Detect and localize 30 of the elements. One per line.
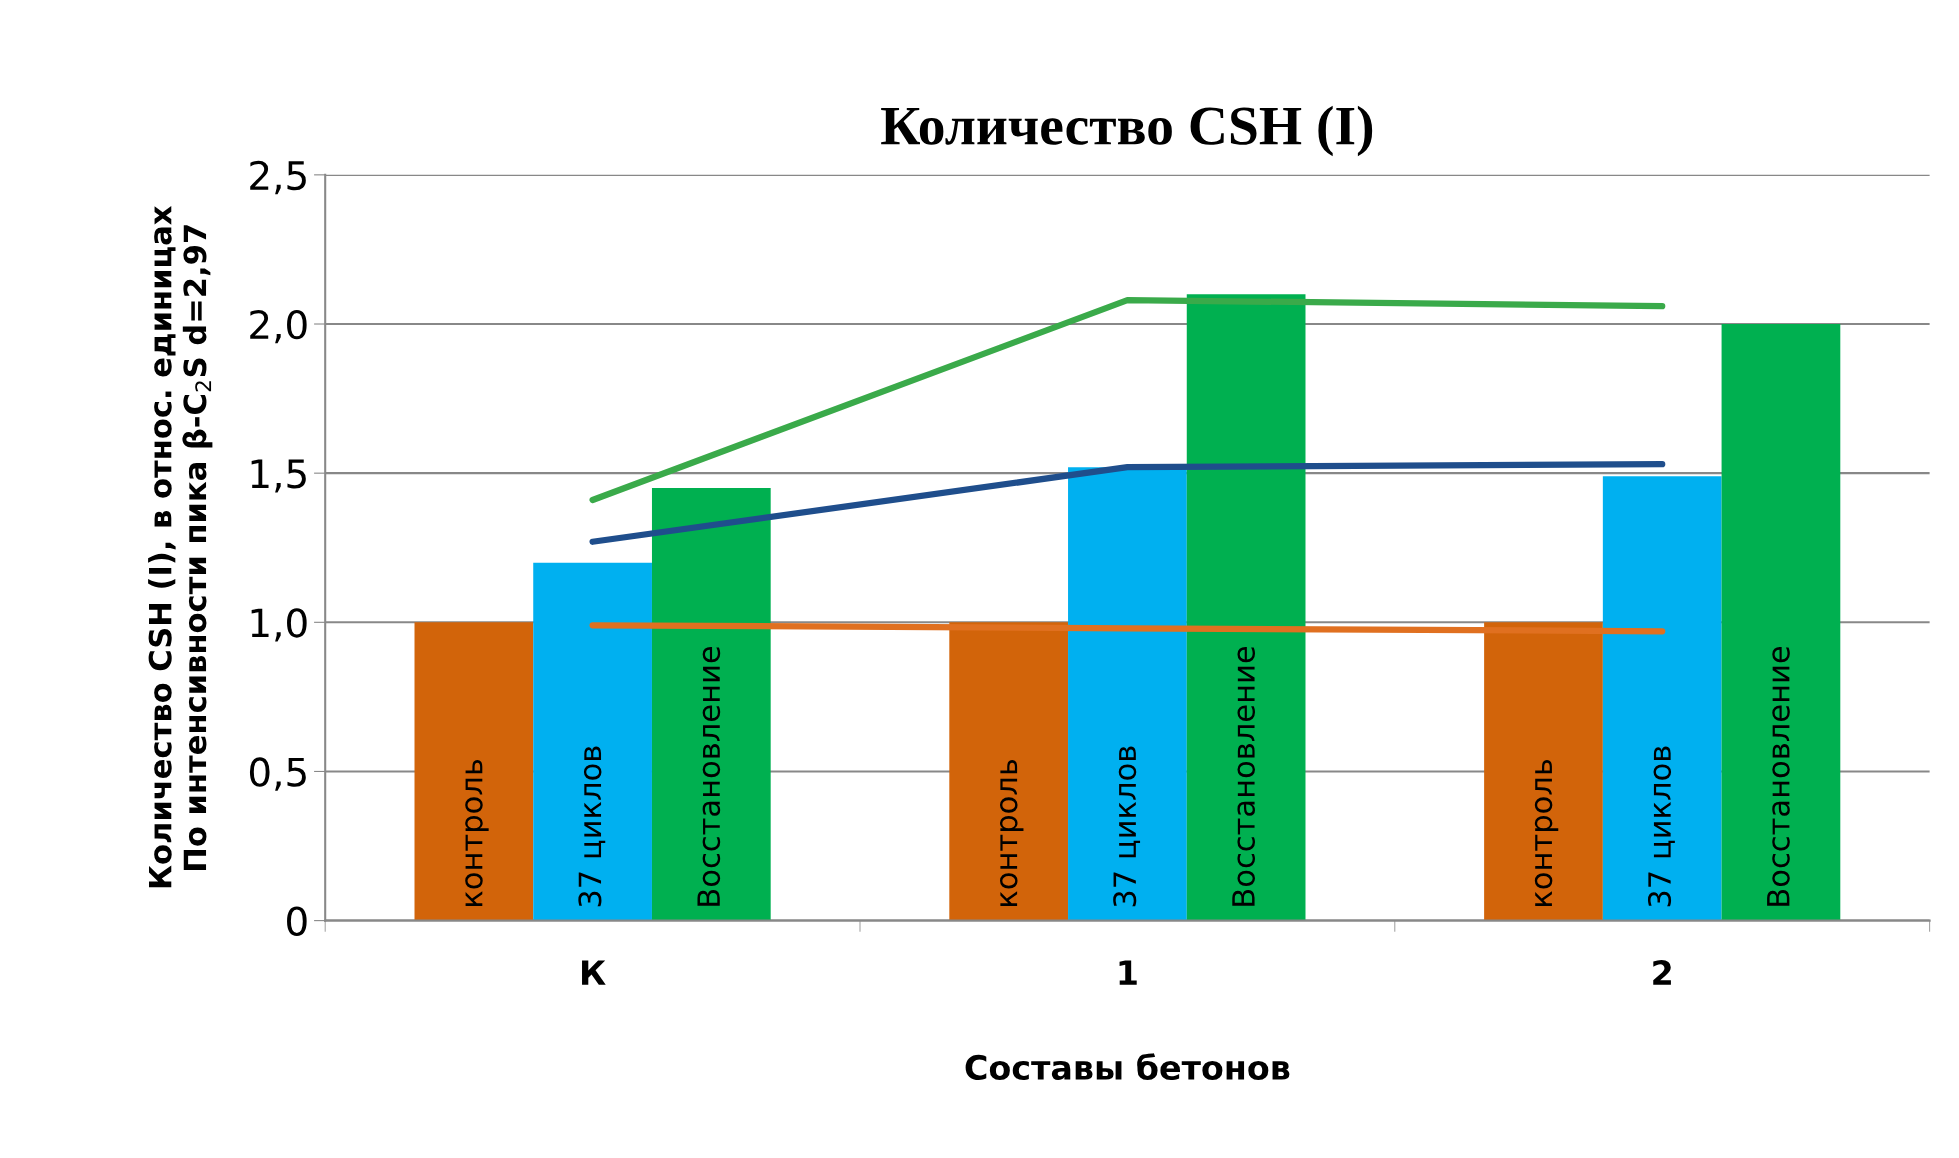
y-tick-label: 2,5: [250, 160, 306, 195]
x-tick-label: К: [582, 960, 606, 985]
x-axis-title: Составы бетонов: [965, 1053, 1290, 1081]
bar: [1602, 476, 1722, 921]
text: 37 циклов: [1647, 746, 1675, 907]
series-label: Восстановление: [697, 646, 721, 906]
bar: [414, 622, 534, 921]
text: контроль: [1000, 759, 1024, 906]
y-tick-label: 1,0: [251, 608, 307, 642]
series-label: 37 циклов: [578, 746, 606, 907]
bar: [1186, 294, 1306, 921]
y-axis-title: Количество CSH (I), в относ. единицах По интенсивности пика β-C$_{2}$S d=2,97: [148, 205, 213, 888]
series-label: контроль: [465, 759, 489, 906]
x-tick-label: 2: [1653, 960, 1671, 985]
y-tick-label: 1,5: [251, 459, 306, 493]
y-tick-label: 0: [287, 906, 307, 936]
y-tick-label: 0,5: [249, 757, 306, 791]
bar: [533, 562, 652, 921]
chart-title: Количество CSH (I): [881, 105, 1373, 157]
text: 37 циклов: [1113, 746, 1141, 907]
y-tick-label: 2,0: [250, 309, 307, 344]
text: контроль: [1534, 759, 1559, 906]
bar: [1068, 467, 1187, 921]
bar: [651, 488, 771, 921]
bar: [1484, 622, 1603, 921]
x-tick-label: 1: [1119, 960, 1137, 985]
bar: [1721, 324, 1841, 921]
text: Восстановление: [1767, 646, 1790, 906]
text: Восстановление: [1232, 646, 1255, 906]
bar: [949, 622, 1069, 921]
